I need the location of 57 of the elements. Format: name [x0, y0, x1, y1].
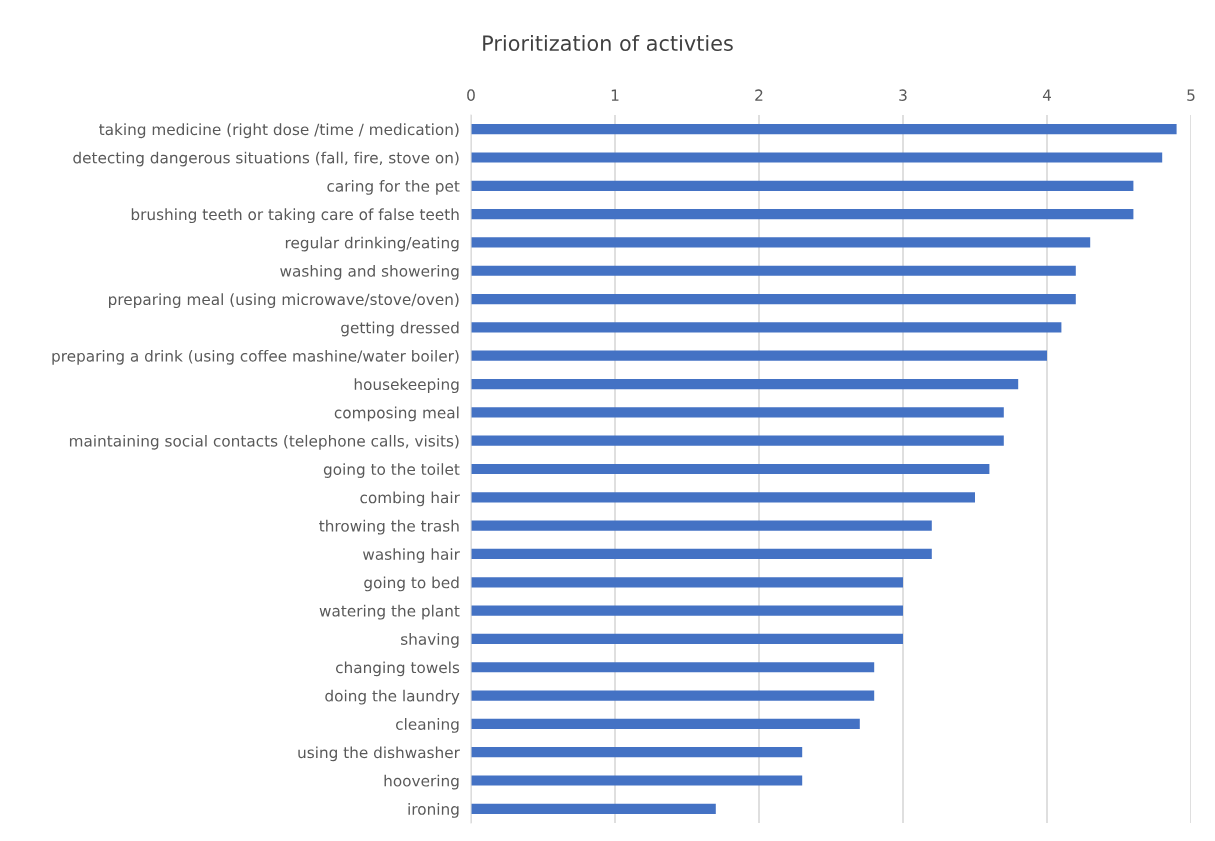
x-tick-label: 3 — [899, 89, 907, 101]
bar — [471, 265, 1076, 276]
y-tick-label: getting dressed — [341, 321, 459, 337]
y-tick-label: changing towels — [335, 661, 460, 677]
bar — [471, 124, 1177, 135]
bar — [471, 237, 1091, 248]
x-tick-label: 2 — [755, 89, 763, 101]
y-tick-label: hoovering — [384, 774, 459, 790]
bar — [471, 209, 1134, 220]
y-tick-label: taking medicine (right dose /time / medication) — [99, 123, 459, 139]
bar — [471, 803, 716, 814]
bar — [471, 293, 1076, 305]
chart-title: Prioritization of activties — [483, 34, 733, 52]
y-tick-label: doing the laundry — [325, 689, 460, 705]
y-tick-label: shaving — [401, 633, 459, 648]
bar — [471, 775, 803, 786]
y-tick-label: preparing a drink (using coffee mashine/water boiler) — [52, 349, 459, 365]
bar — [471, 718, 860, 729]
x-tick-label: 5 — [1187, 89, 1195, 101]
y-tick-label: washing hair — [362, 548, 460, 563]
bar — [471, 463, 990, 475]
bar — [471, 690, 875, 701]
bar — [471, 152, 1163, 163]
bar — [471, 378, 1019, 390]
bar — [471, 577, 903, 588]
y-tick-label: caring for the pet — [327, 180, 460, 195]
y-tick-label: maintaining social contacts (telephone calls, visits) — [69, 434, 459, 450]
y-tick-label: brushing teeth or taking care of false teeth — [131, 208, 459, 224]
y-tick-label: combing hair — [360, 491, 460, 507]
x-tick-label: 0 — [467, 89, 475, 101]
y-tick-label: preparing meal (using microwave/stove/oven) — [109, 293, 459, 309]
y-tick-label: watering the plant — [319, 604, 460, 620]
bar — [471, 435, 1004, 446]
y-tick-label: going to bed — [364, 576, 459, 592]
x-tick-label: 1 — [611, 89, 619, 101]
bar — [471, 605, 903, 616]
bar — [471, 180, 1134, 191]
y-tick-label: regular drinking/eating — [285, 236, 459, 252]
bar — [471, 662, 875, 673]
y-tick-label: housekeeping — [354, 378, 459, 394]
bar — [471, 520, 932, 531]
y-tick-label: washing and showering — [280, 264, 459, 280]
bar — [471, 747, 803, 758]
bar — [471, 407, 1004, 418]
bar — [471, 633, 903, 645]
y-tick-label: going to the toilet — [323, 463, 460, 478]
x-tick-label: 4 — [1042, 89, 1051, 101]
bar — [471, 548, 932, 560]
bar — [471, 322, 1062, 333]
y-tick-label: throwing the trash — [319, 519, 459, 535]
y-tick-label: cleaning — [396, 718, 459, 733]
y-tick-label: detecting dangerous situations (fall, fire, stove on) — [73, 151, 459, 167]
y-tick-label: ironing — [408, 803, 459, 818]
y-tick-label: using the dishwasher — [298, 746, 460, 762]
bar — [471, 350, 1047, 361]
y-tick-label: composing meal — [334, 406, 459, 422]
bar — [471, 492, 975, 503]
